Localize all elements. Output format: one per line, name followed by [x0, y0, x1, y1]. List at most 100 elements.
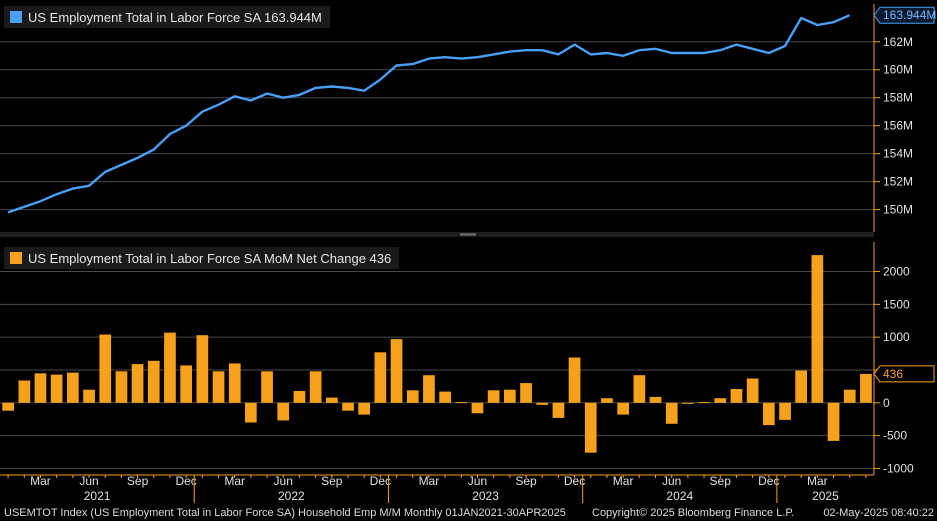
- bottom-tick-label: 2000: [883, 265, 910, 279]
- net-change-bar: [67, 372, 79, 403]
- net-change-bar: [633, 375, 646, 403]
- net-change-bar: [326, 397, 338, 403]
- net-change-bar: [406, 390, 419, 403]
- net-change-bar: [34, 373, 47, 403]
- x-axis: Mar Jun Sep Dec Mar Jun Sep Dec Mar Jun Sep Dec Mar J…: [0, 474, 874, 503]
- top-tick-label: 158M: [883, 91, 913, 105]
- last-value-flag-top-shape: [873, 6, 935, 24]
- legend-bottom: US Employment Total in Labor Force SA Mo…: [4, 247, 400, 269]
- net-change-bar: [811, 255, 824, 403]
- net-change-bar: [228, 363, 241, 403]
- x-month-label: Sep: [321, 474, 343, 488]
- bottom-tick-label: 0: [883, 396, 890, 410]
- x-year-label: 2025: [812, 489, 839, 503]
- net-change-bar: [552, 402, 565, 418]
- bottom-tick-label: 1000: [883, 330, 910, 344]
- net-change-bar: [180, 365, 192, 403]
- legend-top-text: US Employment Total in Labor Force SA 16…: [28, 9, 322, 25]
- x-year-label: 2024: [666, 489, 693, 503]
- top-tick-label: 160M: [883, 63, 913, 77]
- x-month-label: Sep: [710, 474, 732, 488]
- net-change-bar: [99, 334, 112, 403]
- net-change-bar: [164, 332, 176, 403]
- net-change-bar: [617, 402, 629, 415]
- net-change-bar: [115, 371, 128, 403]
- last-value-flag-top-text: 163.944M: [883, 8, 936, 22]
- net-change-bar: [358, 402, 370, 415]
- top-tick-label: 150M: [883, 203, 913, 217]
- employment-line: [7, 14, 851, 214]
- net-change-bar: [827, 402, 840, 441]
- top-tick-label: 156M: [883, 119, 913, 133]
- net-change-bar: [471, 402, 484, 414]
- bottom-tick-label: -500: [883, 429, 907, 443]
- legend-swatch-line: [10, 11, 22, 23]
- net-change-bar: [2, 402, 14, 411]
- x-month-label: Dec: [758, 474, 779, 488]
- x-year-label: 2022: [278, 489, 305, 503]
- net-change-bar: [504, 389, 516, 403]
- net-change-bar: [860, 373, 872, 403]
- net-change-bar: [536, 402, 549, 405]
- net-change-bar: [423, 375, 435, 403]
- net-change-bar: [439, 391, 451, 403]
- last-value-flag-top: 163.944M: [873, 6, 936, 24]
- net-change-bars: [2, 255, 872, 453]
- top-panel-grid: [0, 41, 874, 211]
- net-change-bar: [390, 339, 403, 403]
- legend-swatch-bar: [10, 252, 22, 264]
- x-month-label: Mar: [419, 474, 440, 488]
- panel-divider-grip[interactable]: [460, 233, 476, 236]
- net-change-bar: [342, 402, 354, 411]
- net-change-bar: [601, 398, 613, 403]
- chart-canvas: 150M 152M 154M 156M 158M 160M 162M 163.944M -1…: [0, 4, 936, 503]
- net-change-bar: [196, 335, 209, 403]
- footer-copyright: Copyright© 2025 Bloomberg Finance L.P.: [592, 507, 795, 519]
- net-change-bar: [520, 383, 532, 403]
- x-month-label: Jun: [662, 474, 681, 488]
- net-change-bar: [309, 371, 322, 403]
- last-value-flag-bottom: 436: [873, 365, 935, 383]
- net-change-bar: [131, 364, 144, 403]
- x-month-label: Jun: [79, 474, 98, 488]
- net-change-bar: [277, 402, 290, 421]
- net-change-bar: [698, 402, 710, 404]
- footer-ticker: USEMTOT Index (US Employment Total in La…: [4, 507, 566, 519]
- net-change-bar: [584, 402, 597, 453]
- net-change-bar: [795, 370, 807, 403]
- x-month-label: Dec: [564, 474, 585, 488]
- panel-divider[interactable]: [0, 232, 874, 237]
- net-change-bar: [779, 402, 791, 420]
- x-month-label: Mar: [30, 474, 51, 488]
- net-change-bar: [261, 371, 273, 403]
- last-value-flag-bottom-shape: [873, 365, 935, 383]
- net-change-bar: [568, 357, 581, 403]
- footer: USEMTOT Index (US Employment Total in La…: [0, 505, 937, 521]
- net-change-bar: [50, 374, 63, 403]
- net-change-bar: [245, 402, 257, 423]
- net-change-bar: [212, 371, 225, 403]
- net-change-bar: [487, 390, 500, 403]
- x-month-label: Jun: [274, 474, 293, 488]
- x-month-label: Sep: [515, 474, 537, 488]
- net-change-bar: [665, 402, 678, 424]
- net-change-bar: [746, 378, 759, 403]
- net-change-bar: [18, 380, 31, 403]
- net-change-bar: [649, 396, 662, 403]
- x-year-label: 2021: [84, 489, 111, 503]
- bottom-panel-grid: [0, 271, 874, 469]
- x-month-label: Dec: [175, 474, 196, 488]
- net-change-bar: [293, 391, 306, 403]
- bottom-tick-label: -1000: [883, 461, 914, 475]
- x-month-label: Mar: [224, 474, 245, 488]
- x-month-label: Sep: [127, 474, 149, 488]
- bottom-panel-y-axis: -1000-5000500100015002000: [873, 242, 914, 475]
- x-month-label: Mar: [807, 474, 828, 488]
- net-change-bar: [455, 402, 468, 404]
- net-change-bar: [682, 402, 694, 404]
- legend-top: US Employment Total in Labor Force SA 16…: [4, 6, 330, 28]
- x-month-label: Mar: [613, 474, 634, 488]
- net-change-bar: [83, 389, 95, 403]
- top-tick-label: 162M: [883, 35, 913, 49]
- top-tick-label: 154M: [883, 147, 913, 161]
